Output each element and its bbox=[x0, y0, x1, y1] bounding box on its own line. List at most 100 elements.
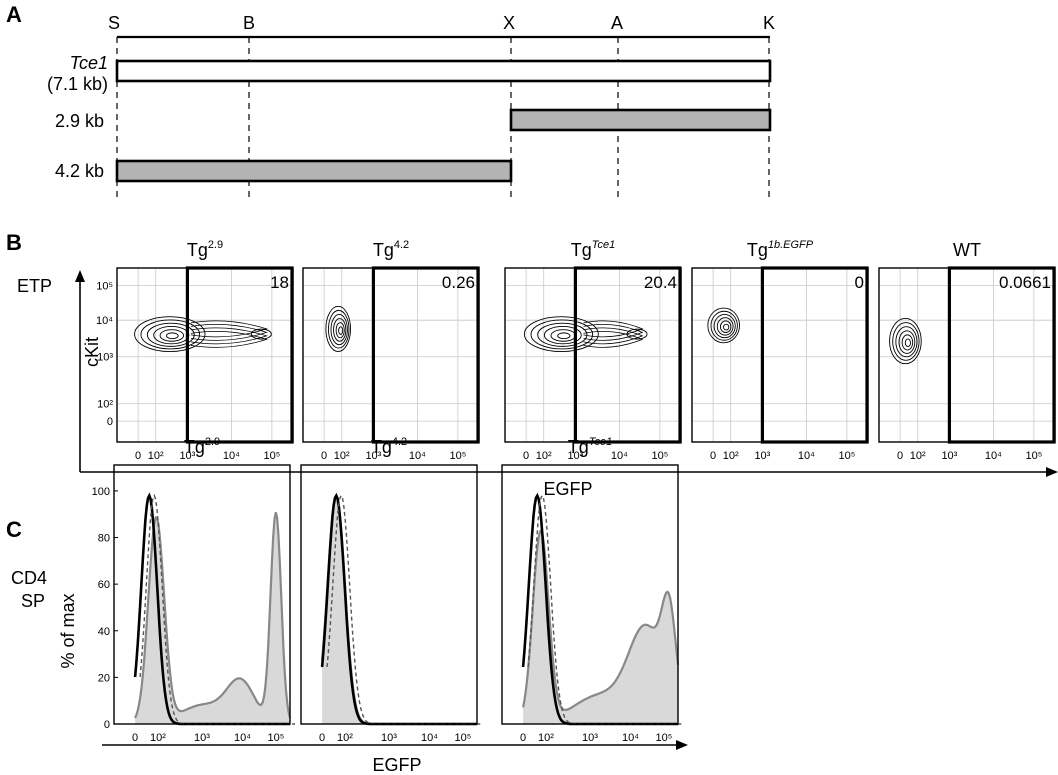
contour-tail bbox=[190, 327, 268, 345]
egfp-arrowhead-c bbox=[676, 740, 688, 750]
x-tick-label: 10⁴ bbox=[622, 732, 639, 744]
x-tick-label: 10³ bbox=[941, 450, 957, 462]
plot-title: Tg1b.EGFP bbox=[747, 239, 814, 260]
x-tick-label: 0 bbox=[135, 450, 141, 462]
x-tick-label: 10⁵ bbox=[455, 732, 472, 744]
x-tick-label: 10³ bbox=[567, 450, 583, 462]
plot-frame bbox=[302, 267, 480, 443]
plot-frame bbox=[300, 464, 478, 725]
contour-ring bbox=[165, 332, 179, 340]
plot-title: TgTce1 bbox=[568, 436, 612, 457]
contour-tail bbox=[190, 323, 268, 341]
contour-ring bbox=[889, 318, 922, 365]
contour-ring bbox=[892, 322, 920, 361]
egfp-positive-gate bbox=[760, 266, 869, 444]
x-tick-label: 10² bbox=[536, 450, 552, 462]
plot-title: WT bbox=[953, 240, 981, 260]
site-label-x: X bbox=[503, 13, 515, 33]
y-tick-label: 80 bbox=[98, 533, 110, 545]
contour-ring bbox=[159, 329, 184, 342]
contour-tail bbox=[583, 331, 644, 348]
x-tick-label: 0 bbox=[523, 450, 529, 462]
x-tick-label: 10² bbox=[723, 450, 739, 462]
egfp-arrowhead-b bbox=[1046, 467, 1058, 477]
x-tick-label: 10⁵ bbox=[838, 450, 855, 462]
contour-ring bbox=[134, 316, 206, 352]
tce1-name-label: Tce1 bbox=[70, 53, 108, 73]
x-tick-label: 10² bbox=[337, 732, 353, 744]
x-tick-label: 10⁴ bbox=[985, 450, 1002, 462]
contour-tail bbox=[583, 320, 644, 338]
site-label-a: A bbox=[611, 13, 623, 33]
histogram-plot: Tg4.2 0 10² 10³ 10⁴ 10⁵ bbox=[300, 436, 482, 744]
plot-title: TgTce1 bbox=[571, 239, 615, 260]
fragment-4-2kb-bar bbox=[115, 159, 513, 183]
contour-ring bbox=[550, 329, 577, 342]
x-tick-label: 0 bbox=[321, 450, 327, 462]
y-tick-label: 20 bbox=[98, 672, 110, 684]
x-tick-label: 0 bbox=[710, 450, 716, 462]
x-tick-label: 10⁵ bbox=[1025, 450, 1042, 462]
x-tick-label: 10² bbox=[538, 732, 554, 744]
plot-frame bbox=[504, 267, 682, 443]
contour-ring bbox=[537, 322, 588, 347]
fragment-2-9kb-bar bbox=[509, 108, 772, 132]
gate-percentage: 0.26 bbox=[442, 273, 475, 292]
x-tick-label: 10³ bbox=[381, 732, 397, 744]
contour-ring bbox=[335, 322, 345, 339]
site-label-k: K bbox=[763, 13, 775, 33]
egfp-positive-gate bbox=[371, 266, 480, 444]
contour-ring bbox=[333, 318, 347, 342]
contour-plot: WT 0.0661 0 10² 10³ 10⁴ 10⁵ bbox=[878, 240, 1056, 462]
contour-ring bbox=[710, 310, 738, 341]
contour-ring bbox=[904, 338, 911, 347]
plot-title: Tg2.9 bbox=[184, 436, 220, 457]
plot-title: Tg4.2 bbox=[373, 239, 409, 260]
plot-frame bbox=[691, 267, 869, 443]
contour-ring bbox=[716, 317, 734, 336]
x-tick-label: 10⁵ bbox=[651, 450, 668, 462]
gate-percentage: 18 bbox=[270, 273, 289, 292]
contour-ring bbox=[325, 305, 351, 352]
x-tick-label: 10⁴ bbox=[409, 450, 426, 462]
contour-ring bbox=[901, 334, 914, 351]
x-tick-label: 10² bbox=[334, 450, 350, 462]
contour-ring bbox=[146, 322, 195, 347]
x-tick-label: 0 bbox=[132, 732, 138, 744]
transgenic-histogram-line bbox=[522, 528, 680, 712]
contour-ring bbox=[523, 316, 599, 352]
restriction-map: S B X A K Tce1 (7.1 kb) 2.9 kb 4.2 kb bbox=[47, 13, 775, 198]
y-tick-label: 10³ bbox=[97, 352, 113, 364]
contour-plot: Tg2.9 18 0 10² 10³ 10⁴ 10⁵ 10⁵ 10⁴ 10³ 10² 0 bbox=[96, 239, 294, 462]
panel-a-letter: A bbox=[6, 2, 22, 27]
tce1-fragment-bar bbox=[115, 59, 772, 83]
histogram-plot: Tg2.9 0 10² 10³ 10⁴ 10⁵ 100 80 60 40 20 0 bbox=[92, 436, 295, 744]
x-tick-label: 10⁴ bbox=[611, 450, 628, 462]
histogram-plot: TgTce1 0 10² 10³ 10⁴ 10⁵ bbox=[501, 436, 683, 744]
y-tick-label: 100 bbox=[92, 486, 110, 498]
contour-ring bbox=[543, 325, 582, 345]
plot-title: Tg2.9 bbox=[187, 239, 223, 260]
plot-frame bbox=[878, 267, 1056, 443]
contour-ring bbox=[250, 328, 272, 340]
histogram-plots: Tg2.9 0 10² 10³ 10⁴ 10⁵ 100 80 60 40 20 0 Tg4.2 0 10² 1… bbox=[92, 436, 683, 744]
panel-b-letter: B bbox=[6, 230, 22, 255]
egfp-positive-gate bbox=[573, 266, 682, 444]
x-tick-label: 10³ bbox=[365, 450, 381, 462]
x-tick-label: 10³ bbox=[194, 732, 210, 744]
tce1-size-label: (7.1 kb) bbox=[47, 74, 108, 94]
contour-ring bbox=[895, 326, 918, 358]
contour-ring bbox=[557, 332, 571, 340]
x-tick-label: 10³ bbox=[179, 450, 195, 462]
percent-of-max-axis-label: % of max bbox=[58, 593, 78, 668]
fragment-4-2kb-label: 4.2 kb bbox=[55, 161, 104, 181]
contour-plot: TgTce1 20.4 0 10² 10³ 10⁴ 10⁵ bbox=[504, 239, 682, 462]
gate-percentage: 20.4 bbox=[644, 273, 677, 292]
plot-title: Tg4.2 bbox=[371, 436, 407, 457]
x-tick-label: 10⁵ bbox=[263, 450, 280, 462]
contour-ring bbox=[330, 314, 348, 346]
x-tick-label: 0 bbox=[520, 732, 526, 744]
contour-ring bbox=[719, 320, 732, 334]
x-tick-label: 10⁵ bbox=[656, 732, 673, 744]
